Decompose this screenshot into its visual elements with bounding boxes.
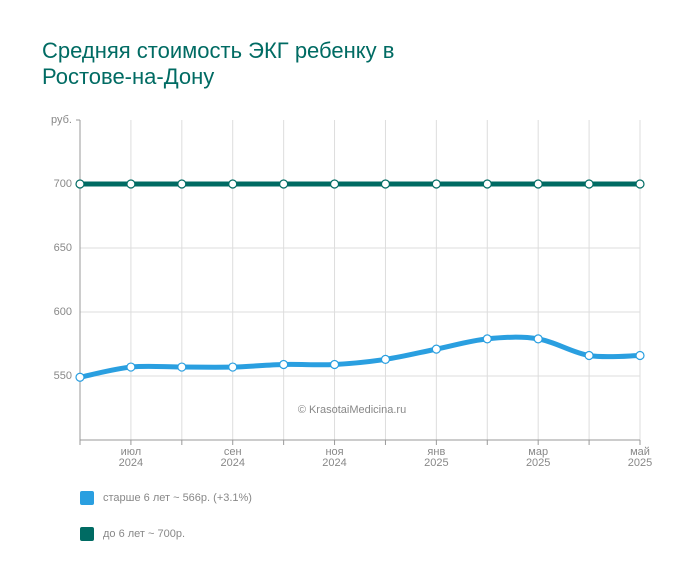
- point: [482, 179, 492, 189]
- legend-swatch: [80, 491, 94, 505]
- chart-title: Средняя стоимость ЭКГ ребенку в Ростове-…: [42, 38, 395, 89]
- point: [75, 372, 85, 382]
- point: [380, 354, 391, 364]
- legend-swatch: [80, 527, 94, 541]
- y-tick-label: 550: [54, 370, 72, 382]
- point: [75, 179, 85, 189]
- point: [126, 362, 136, 372]
- point: [177, 362, 187, 372]
- point: [279, 179, 289, 189]
- point: [431, 344, 441, 354]
- point: [584, 179, 594, 189]
- legend-label: до 6 лет ~ 700р.: [103, 528, 185, 540]
- point: [431, 179, 441, 189]
- point: [584, 350, 594, 361]
- point: [482, 334, 492, 344]
- point: [635, 350, 645, 361]
- legend-label: старше 6 лет ~ 566р. (+3.1%): [103, 492, 252, 504]
- y-tick-label: 600: [54, 306, 72, 318]
- x-tick-label: ноя 2024: [322, 446, 346, 469]
- x-tick-label: мар 2025: [526, 446, 550, 469]
- x-tick-label: янв 2025: [424, 446, 448, 469]
- point: [635, 179, 645, 189]
- point: [177, 179, 187, 189]
- x-tick-label: сен 2024: [220, 446, 244, 469]
- y-tick-label: 650: [54, 242, 72, 254]
- point: [329, 359, 340, 370]
- point: [533, 334, 543, 344]
- point: [228, 362, 238, 372]
- point: [329, 179, 340, 189]
- x-tick-label: июл 2024: [119, 446, 143, 469]
- watermark: © KrasotaiMedicina.ru: [298, 404, 406, 416]
- point: [126, 179, 136, 189]
- line: [77, 334, 643, 380]
- y-tick-label: 700: [54, 178, 72, 190]
- y-tick-label: руб.: [51, 114, 72, 126]
- point: [279, 359, 289, 370]
- point: [228, 179, 238, 189]
- point: [533, 179, 543, 189]
- x-tick-label: май 2025: [628, 446, 652, 469]
- point: [380, 179, 391, 189]
